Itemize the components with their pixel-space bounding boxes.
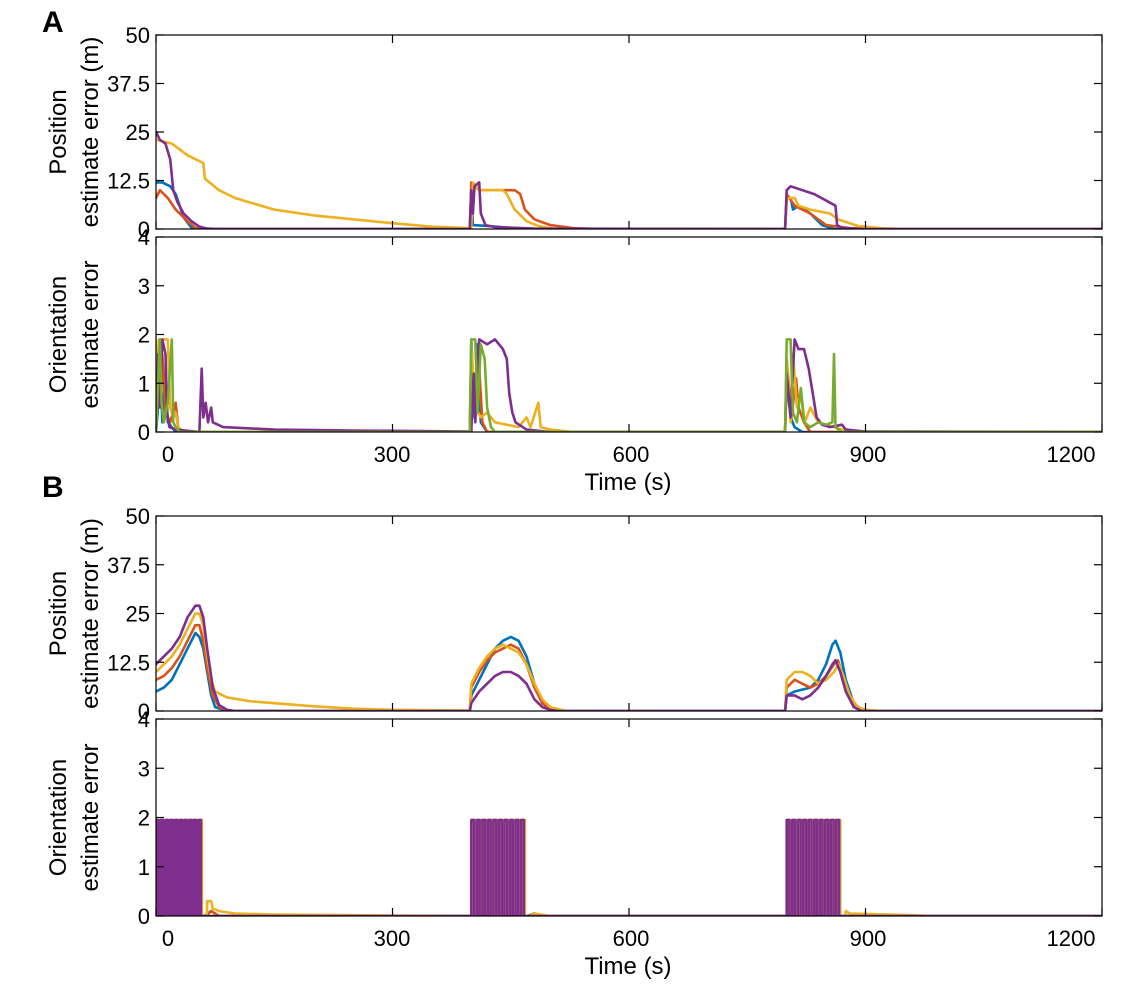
y-axis-label-line-2: estimate error (m): [77, 518, 104, 709]
y-tick-label: 3: [138, 274, 150, 299]
y-tick-label: 37.5: [107, 553, 150, 578]
series-line-3: [156, 612, 1102, 711]
y-axis-label-line-1: Position: [45, 89, 72, 174]
series-line-1: [156, 631, 1102, 711]
axes-frame: [155, 34, 1103, 230]
panel-a-position-plot: 0 12.5 25 37.5 50 Position estimate error (m): [45, 23, 1103, 242]
x-tick-label: 600: [613, 442, 650, 467]
series-line-2: [156, 623, 1102, 711]
y-tick-label: 4: [138, 707, 150, 732]
x-axis-label: Time (s): [584, 953, 671, 980]
series-line-2: [156, 181, 1102, 229]
y-tick-label: 1: [138, 371, 150, 396]
x-tick-label: 300: [374, 442, 411, 467]
series-line-3: [156, 338, 1102, 432]
y-tick-label: 12.5: [107, 650, 150, 675]
y-tick-label: 0: [138, 904, 150, 929]
panel-a-x-axis: 0 300 600 900 1200 Time (s): [162, 442, 1096, 496]
series-line-4: [156, 130, 1102, 229]
y-tick-label: 2: [138, 323, 150, 348]
axes-frame: [155, 718, 1103, 917]
x-tick-label: 600: [613, 926, 650, 951]
series-group: [156, 338, 1102, 432]
series-group: [156, 604, 1102, 711]
y-tick-label: 4: [138, 225, 150, 250]
panel-b-orientation-plot: 0 1 2 3 4 Orientation estimate error: [45, 707, 1103, 929]
series-line-5: [156, 338, 1102, 432]
y-tick-label: 2: [138, 806, 150, 831]
y-tick-label: 0: [138, 420, 150, 445]
y-tick-label: 3: [138, 756, 150, 781]
x-tick-label: 0: [162, 926, 174, 951]
axes-frame: [155, 515, 1103, 712]
y-tick-label: 37.5: [107, 72, 150, 97]
y-tick-label: 12.5: [107, 169, 150, 194]
y-axis-label-line-2: estimate error: [77, 743, 104, 891]
x-tick-label: 900: [850, 442, 887, 467]
y-axis-label-line-2: estimate error (m): [77, 37, 104, 228]
x-tick-label: 0: [162, 442, 174, 467]
y-tick-label: 25: [126, 602, 150, 627]
panel-letter-a: A: [42, 6, 64, 39]
y-tick-label: 1: [138, 855, 150, 880]
series-line-4: [156, 338, 1102, 432]
panel-letter-b: B: [42, 471, 64, 504]
x-axis-label: Time (s): [584, 469, 671, 496]
panel-b-x-axis: 0 300 600 900 1200 Time (s): [162, 926, 1096, 980]
series-line-3: [156, 138, 1102, 229]
y-tick-label: 0: [138, 699, 150, 724]
y-axis-label-line-1: Position: [45, 571, 72, 656]
x-tick-label: 1200: [1047, 442, 1096, 467]
series-line-2: [156, 352, 1102, 432]
axes-frame: [155, 236, 1103, 433]
y-axis-label-line-1: Orientation: [45, 759, 72, 876]
series-line-4: [156, 818, 1102, 916]
series-group: [156, 130, 1102, 229]
panel-b-position-plot: 0 12.5 25 37.5 50 Position estimate error (m): [45, 504, 1103, 724]
y-tick-label: 50: [126, 504, 150, 529]
x-tick-label: 900: [850, 926, 887, 951]
y-tick-label: 50: [126, 23, 150, 48]
y-tick-label: 0: [138, 217, 150, 242]
x-tick-label: 1200: [1047, 926, 1096, 951]
y-axis-label-line-2: estimate error: [77, 260, 104, 408]
y-tick-label: 25: [126, 120, 150, 145]
series-line-1: [156, 818, 1102, 916]
series-line-2: [156, 818, 1102, 916]
x-tick-label: 300: [374, 926, 411, 951]
y-axis-label-line-1: Orientation: [45, 276, 72, 393]
series-line-3: [156, 818, 1102, 916]
panel-a-orientation-plot: 0 1 2 3 4 Orientation estimate error: [45, 225, 1103, 445]
series-group: [156, 818, 1102, 916]
series-line-1: [156, 338, 1102, 432]
series-line-4: [156, 604, 1102, 711]
